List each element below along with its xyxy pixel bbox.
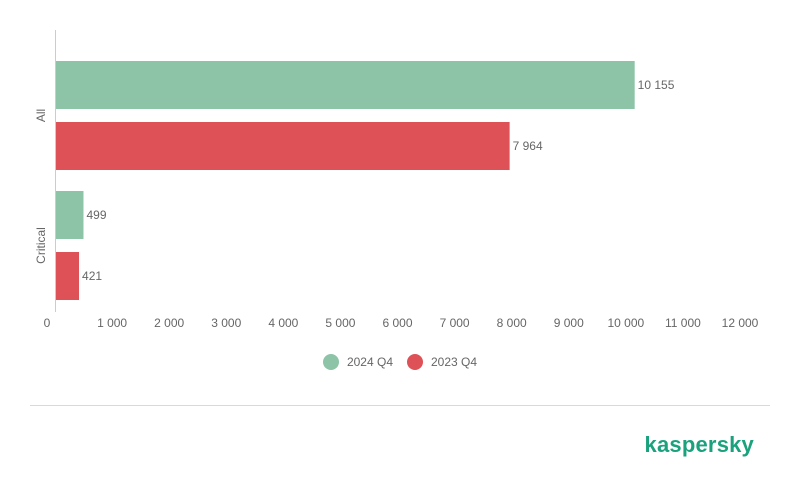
x-tick-label: 5 000 bbox=[325, 316, 355, 330]
x-tick-label: 0 bbox=[44, 316, 51, 330]
x-tick-label: 10 000 bbox=[607, 316, 644, 330]
bar-chart: All Critical 10 155 7 964 499 421 0 1 000 2 00… bbox=[34, 30, 759, 330]
x-tick-label: 12 000 bbox=[722, 316, 759, 330]
legend-marker-2023 bbox=[407, 354, 423, 370]
x-tick-label: 1 000 bbox=[97, 316, 127, 330]
category-label-all: All bbox=[34, 109, 48, 122]
x-tick-label: 7 000 bbox=[440, 316, 470, 330]
x-tick-label: 2 000 bbox=[154, 316, 184, 330]
x-tick-label: 11 000 bbox=[665, 316, 701, 330]
legend-marker-2024 bbox=[322, 354, 339, 370]
x-tick-label: 6 000 bbox=[382, 316, 412, 330]
category-label-critical: Critical bbox=[34, 227, 48, 264]
legend-item-2024[interactable]: 2024 Q4 bbox=[322, 354, 393, 370]
data-label-all-2024: 10 155 bbox=[638, 78, 675, 92]
bar-critical-2024[interactable] bbox=[56, 191, 84, 239]
footer-divider bbox=[30, 405, 770, 406]
bar-all-2024[interactable] bbox=[56, 61, 635, 109]
legend: 2024 Q4 2023 Q4 bbox=[0, 354, 800, 370]
kaspersky-logo: kaspersky bbox=[644, 432, 754, 457]
x-tick-label: 8 000 bbox=[497, 316, 527, 330]
data-label-all-2023: 7 964 bbox=[513, 139, 543, 153]
x-tick-label: 3 000 bbox=[211, 316, 241, 330]
legend-label-2023: 2023 Q4 bbox=[431, 355, 478, 369]
x-tick-label: 4 000 bbox=[268, 316, 298, 330]
bar-all-2023[interactable] bbox=[56, 122, 510, 170]
x-tick-label: 9 000 bbox=[554, 316, 584, 330]
data-label-critical-2024: 499 bbox=[86, 208, 106, 222]
legend-item-2023[interactable]: 2023 Q4 bbox=[407, 354, 477, 370]
bar-critical-2023[interactable] bbox=[56, 252, 80, 300]
legend-label-2024: 2024 Q4 bbox=[346, 355, 393, 369]
data-label-critical-2023: 421 bbox=[82, 269, 102, 283]
